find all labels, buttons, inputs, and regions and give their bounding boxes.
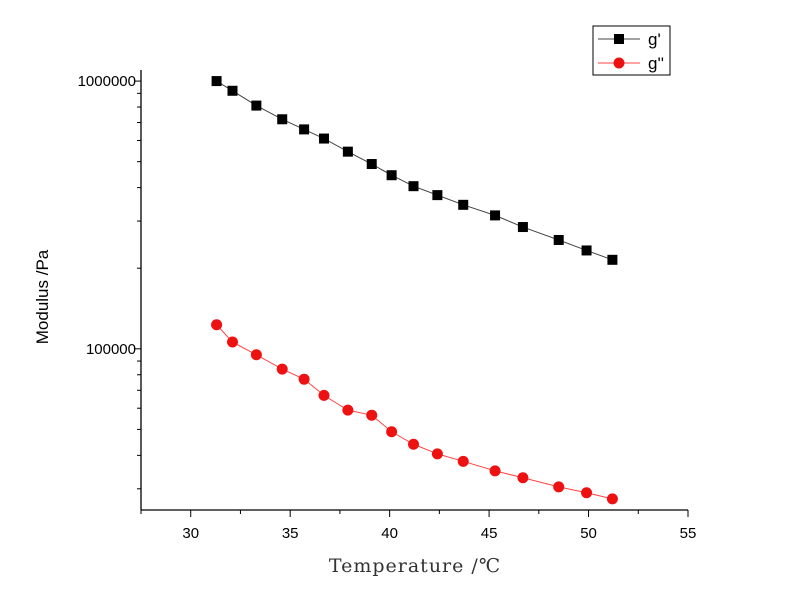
data-point [386,170,397,181]
x-tick-label: 45 [481,525,498,542]
y-tick-label: 100000 [86,341,136,358]
series-line [216,324,613,500]
data-point [490,210,501,221]
data-point [489,465,501,477]
data-point [342,404,354,416]
legend-marker [614,34,624,44]
data-point [386,426,398,438]
data-point [211,319,223,331]
data-point [226,336,238,348]
data-point [211,76,222,87]
data-point [298,373,310,385]
data-point [276,363,288,375]
axes: 30 35 40 45 50 55 100000 1000000 [78,70,697,542]
x-tick-label: 50 [580,525,597,542]
data-point [408,181,419,192]
data-point [250,349,262,361]
series-line [216,80,613,261]
legend: g' g'' [592,25,671,76]
data-point [607,254,618,265]
series-2 [211,319,618,505]
x-tick-label: 40 [381,525,398,542]
x-tick-label: 55 [680,525,697,542]
data-point [318,133,329,144]
data-point [366,159,377,170]
data-point [458,199,469,210]
data-point [517,222,528,233]
data-point [581,487,593,499]
data-point [299,124,310,135]
data-point [606,493,618,505]
legend-box [592,25,671,76]
x-axis-title: Temperature /℃ [329,555,501,577]
y-axis-title: Modulus /Pa [33,249,52,344]
data-point [553,481,565,493]
data-point [227,85,238,96]
data-point [457,455,469,467]
data-point [408,438,420,450]
data-point [581,245,592,256]
data-point [366,409,378,421]
y-tick-label: 1000000 [78,73,136,90]
legend-marker [613,57,625,69]
x-tick-label: 35 [282,525,299,542]
data-point [277,114,288,125]
series-1 [211,76,618,265]
series-layer [211,76,618,505]
data-point [342,146,353,157]
data-point [251,100,262,111]
data-point [553,234,564,245]
data-point [517,472,529,484]
data-point [318,389,330,401]
legend-item: g' [598,30,661,49]
x-tick-label: 30 [182,525,199,542]
legend-label: g'' [648,54,664,73]
data-point [432,190,443,201]
legend-item: g'' [598,54,664,73]
legend-label: g' [648,30,661,49]
data-point [431,448,443,460]
